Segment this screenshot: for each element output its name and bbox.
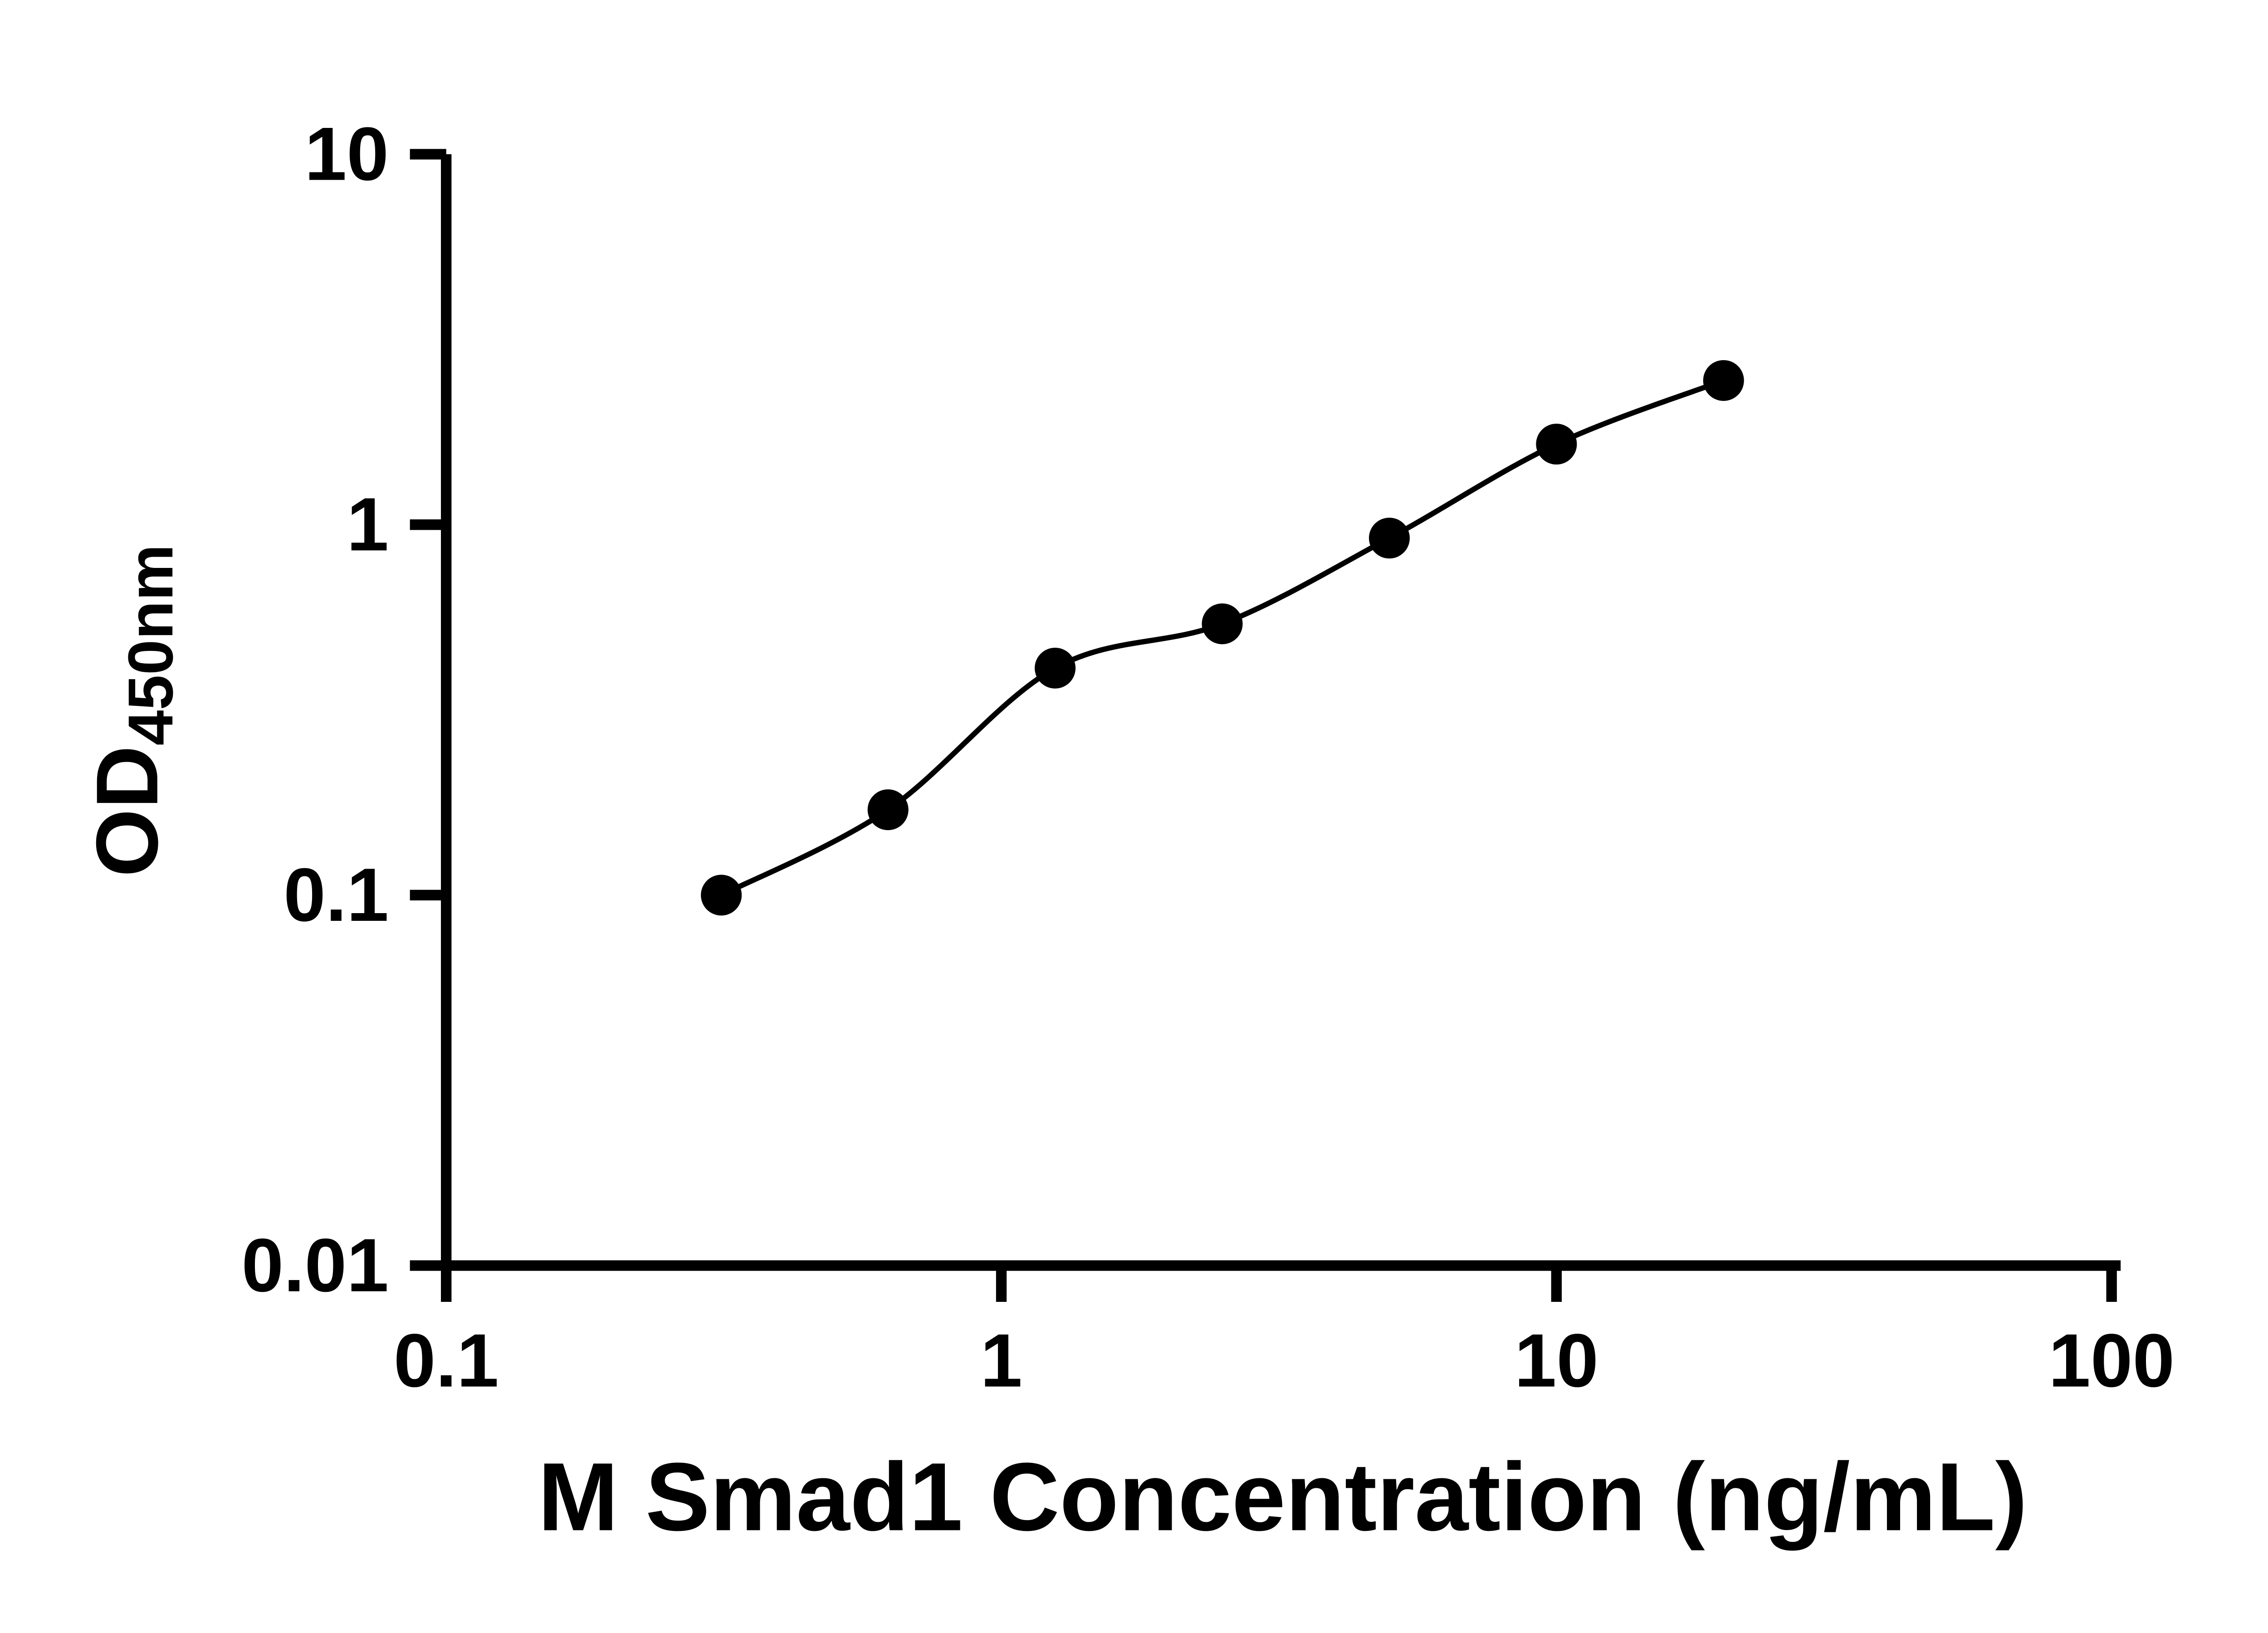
data-point [867,789,909,831]
x-axis-title: M Smad1 Concentration (ng/mL) [538,1443,2028,1551]
axes-frame [441,154,2121,1271]
x-tick-label: 1 [980,1319,1022,1403]
data-point [1202,603,1243,645]
data-point [1369,518,1410,559]
y-tick-label: 0.1 [284,853,389,937]
x-tick-label: 0.1 [394,1319,499,1403]
data-point [701,875,742,916]
data-point [1035,647,1076,689]
y-axis-title: OD450nm [78,544,186,877]
y-axis-title-subscript: 450nm [115,544,186,746]
y-tick-label: 10 [305,112,389,196]
y-axis-title-main: OD [78,745,176,877]
y-tick-label: 1 [347,482,389,567]
y-tick-label: 0.01 [241,1223,389,1308]
data-point [1536,424,1577,465]
data-point [1703,360,1744,401]
x-tick-label: 100 [2048,1319,2175,1403]
x-tick-label: 10 [1515,1319,1598,1403]
